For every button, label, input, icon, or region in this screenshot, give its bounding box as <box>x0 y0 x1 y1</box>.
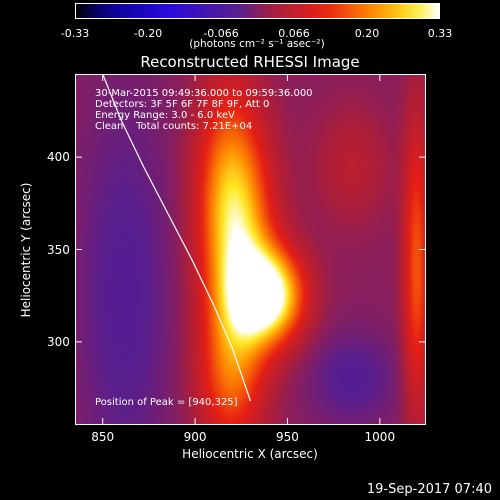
x-tick-label: 850 <box>91 430 115 444</box>
y-tick-label: 350 <box>47 242 70 257</box>
info-detectors: Detectors: 3F 5F 6F 7F 8F 9F, Att 0 <box>95 99 270 110</box>
peak-position-label: Position of Peak = [940,325] <box>95 397 238 408</box>
y-tick-label: 400 <box>47 150 70 165</box>
chart-title: Reconstructed RHESSI Image <box>140 53 360 71</box>
y-axis-label: Heliocentric Y (arcsec) <box>19 182 33 318</box>
x-tick-label: 1000 <box>364 430 396 444</box>
y-tick-label: 300 <box>47 334 70 349</box>
colorbar-tick: 0.20 <box>354 27 380 40</box>
info-energy-range: Energy Range: 3.0 - 6.0 keV <box>95 110 235 121</box>
x-tick-label: 950 <box>275 430 299 444</box>
info-total-counts: Clean Total counts: 7.21E+04 <box>95 121 253 132</box>
info-time-range: 30-Mar-2015 09:49:36.000 to 09:59:36.000 <box>95 88 313 99</box>
colorbar-tick: 0.33 <box>427 27 453 40</box>
colorbar-tick: -0.33 <box>60 27 90 40</box>
colorbar-tick: 0.066 <box>278 27 310 40</box>
colorbar-unit-label: (photons cm⁻² s⁻¹ asec⁻²) <box>189 38 325 50</box>
plot-timestamp: 19-Sep-2017 07:40 <box>366 482 492 497</box>
colorbar-tick: -0.20 <box>133 27 163 40</box>
x-axis-label: Heliocentric X (arcsec) <box>182 447 318 461</box>
colorbar <box>75 3 440 19</box>
x-tick-label: 900 <box>183 430 207 444</box>
colorbar-tick: -0.066 <box>203 27 239 40</box>
